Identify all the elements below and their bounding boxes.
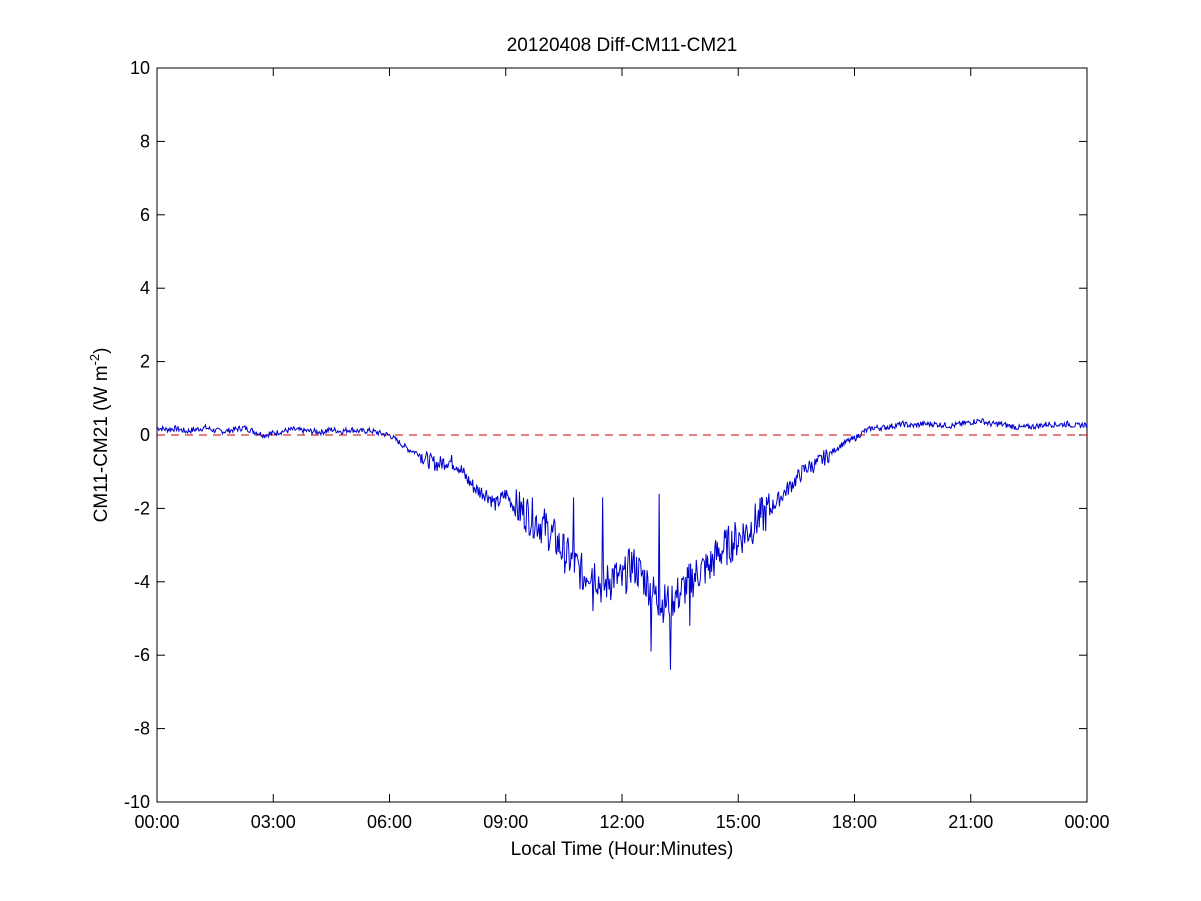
x-tick-label: 03:00	[251, 812, 296, 832]
x-tick-label: 21:00	[948, 812, 993, 832]
x-tick-label: 00:00	[1064, 812, 1109, 832]
y-tick-label: 8	[140, 131, 150, 151]
y-tick-label: 0	[140, 425, 150, 445]
x-tick-label: 06:00	[367, 812, 412, 832]
y-tick-label: 2	[140, 352, 150, 372]
x-tick-label: 15:00	[716, 812, 761, 832]
y-axis-label-main: CM11-CM21 (W m	[91, 365, 112, 522]
x-axis-ticks: 00:00 03:00 06:00 09:00 12:00 15:00 18:00 21:00…	[134, 68, 1110, 832]
y-tick-label: -8	[134, 719, 150, 739]
y-tick-label: 4	[140, 278, 150, 298]
series-line	[156, 417, 1088, 670]
x-tick-label: 00:00	[134, 812, 179, 832]
y-axis-label-close: )	[91, 348, 112, 354]
x-tick-label: 18:00	[832, 812, 877, 832]
y-tick-label: -10	[124, 792, 150, 812]
y-axis-label-sup: -2	[87, 354, 102, 366]
y-axis-label: CM11-CM21 (W m-2)	[87, 348, 112, 523]
x-tick-label: 12:00	[599, 812, 644, 832]
y-tick-label: -6	[134, 645, 150, 665]
y-tick-label: -2	[134, 498, 150, 518]
y-tick-label: 6	[140, 205, 150, 225]
x-tick-label: 09:00	[483, 812, 528, 832]
y-tick-label: -4	[134, 572, 150, 592]
chart-title: 20120408 Diff-CM11-CM21	[507, 35, 738, 56]
x-axis-label: Local Time (Hour:Minutes)	[511, 839, 734, 860]
y-tick-label: 10	[130, 58, 150, 78]
